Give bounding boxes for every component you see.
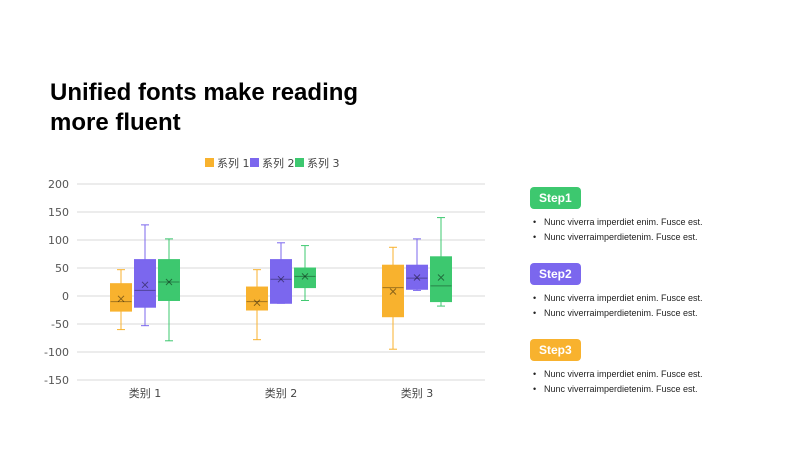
y-tick-label: 100 bbox=[48, 234, 69, 247]
step-3-bullet-2: Nunc viverraimperdietenim. Fusce est. bbox=[530, 382, 790, 397]
box-body bbox=[382, 264, 404, 318]
y-tick-label: -100 bbox=[44, 346, 69, 359]
step-2-badge: Step2 bbox=[530, 263, 581, 285]
step-3: Step3 Nunc viverra imperdiet enim. Fusce… bbox=[530, 339, 790, 415]
step-2-bullets: Nunc viverra imperdiet enim. Fusce est. … bbox=[530, 291, 790, 321]
step-1-bullet-2: Nunc viverraimperdietenim. Fusce est. bbox=[530, 230, 790, 245]
mean-marker bbox=[277, 275, 285, 283]
step-2-bullet-1: Nunc viverra imperdiet enim. Fusce est. bbox=[530, 291, 790, 306]
box-series-1-cat-1 bbox=[110, 269, 132, 331]
mean-marker bbox=[165, 278, 173, 286]
step-2-bullet-2: Nunc viverraimperdietenim. Fusce est. bbox=[530, 306, 790, 321]
legend-label: 系列 1 bbox=[217, 156, 250, 170]
step-1-bullet-1: Nunc viverra imperdiet enim. Fusce est. bbox=[530, 215, 790, 230]
chart-legend: 系列 1 系列 2 系列 3 bbox=[205, 156, 340, 170]
y-tick-label: 50 bbox=[55, 262, 69, 275]
box-series-3-cat-3 bbox=[430, 217, 452, 307]
box-series-2-cat-3 bbox=[406, 238, 428, 291]
mean-marker bbox=[301, 273, 309, 280]
box-body bbox=[246, 286, 268, 311]
box-body bbox=[430, 256, 452, 303]
mean-marker bbox=[437, 274, 445, 281]
box-series-3-cat-2 bbox=[294, 245, 316, 301]
y-tick-label: 150 bbox=[48, 206, 69, 219]
y-tick-label: 0 bbox=[62, 290, 69, 303]
mean-marker bbox=[253, 299, 261, 307]
step-1: Step1 Nunc viverra imperdiet enim. Fusce… bbox=[530, 187, 790, 263]
x-tick-label: 类别 1 bbox=[129, 386, 162, 400]
step-3-bullets: Nunc viverra imperdiet enim. Fusce est. … bbox=[530, 367, 790, 397]
steps-panel: Step1 Nunc viverra imperdiet enim. Fusce… bbox=[530, 187, 790, 415]
legend-label: 系列 2 bbox=[262, 156, 295, 170]
box-body bbox=[270, 259, 292, 304]
box-body bbox=[134, 259, 156, 308]
mean-marker bbox=[413, 274, 421, 281]
x-tick-label: 类别 3 bbox=[401, 386, 434, 400]
legend-swatch bbox=[295, 158, 304, 167]
mean-marker bbox=[117, 295, 125, 303]
y-tick-label: -50 bbox=[51, 318, 69, 331]
x-tick-label: 类别 2 bbox=[265, 386, 298, 400]
step-1-badge: Step1 bbox=[530, 187, 581, 209]
box-body bbox=[294, 267, 316, 289]
step-1-bullets: Nunc viverra imperdiet enim. Fusce est. … bbox=[530, 215, 790, 245]
box-body bbox=[158, 259, 180, 301]
legend-swatch bbox=[250, 158, 259, 167]
mean-marker bbox=[141, 281, 149, 289]
box-series-3-cat-1 bbox=[158, 238, 180, 342]
step-3-bullet-1: Nunc viverra imperdiet enim. Fusce est. bbox=[530, 367, 790, 382]
box-series-2-cat-1 bbox=[134, 224, 156, 327]
mean-marker bbox=[389, 288, 397, 295]
box-body bbox=[110, 283, 132, 312]
box-series-2-cat-2 bbox=[270, 242, 292, 304]
page-title: Unified fonts make reading more fluent bbox=[50, 79, 359, 136]
y-tick-label: 200 bbox=[48, 178, 69, 191]
box-series-1-cat-3 bbox=[382, 246, 404, 350]
box-body bbox=[406, 264, 428, 290]
legend-label: 系列 3 bbox=[307, 156, 340, 170]
step-2: Step2 Nunc viverra imperdiet enim. Fusce… bbox=[530, 263, 790, 339]
legend-swatch bbox=[205, 158, 214, 167]
y-tick-label: -150 bbox=[44, 374, 69, 387]
box-series-1-cat-2 bbox=[246, 269, 268, 341]
step-3-badge: Step3 bbox=[530, 339, 581, 361]
